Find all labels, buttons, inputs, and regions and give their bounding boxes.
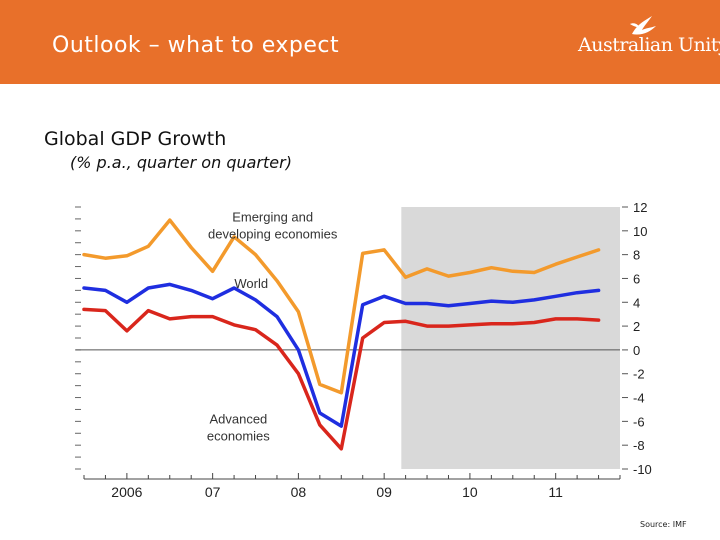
y-tick-label: -2 (633, 367, 645, 382)
chart-subtitle: Global GDP Growth (44, 128, 227, 150)
annotation-world: World (234, 276, 268, 291)
y-tick-label: 2 (633, 319, 640, 334)
source-note: Source: IMF (640, 520, 687, 529)
x-tick-label: 07 (205, 484, 221, 500)
header-bar: Outlook – what to expect Australian Unit… (0, 0, 720, 84)
annotation-text: World (234, 276, 268, 291)
slide-title: Outlook – what to expect (52, 33, 340, 58)
x-tick-label: 11 (548, 484, 563, 500)
y-tick-label: 12 (633, 200, 647, 215)
y-tick-label: -10 (633, 462, 652, 477)
series-line-advanced-economies (82, 307, 601, 451)
forecast-shaded-region (401, 207, 620, 469)
x-tick-label: 2006 (111, 484, 142, 500)
brand-name: Australian Unity (578, 34, 720, 56)
chart-annotations: Emerging and developing economies World Adv… (207, 209, 338, 443)
chart-units-note: (% p.a., quarter on quarter) (70, 153, 292, 172)
y-tick-label: 8 (633, 248, 640, 263)
chart-series (82, 218, 601, 451)
y-tick-label: -6 (633, 414, 645, 429)
x-tick-label: 08 (291, 484, 307, 500)
chart-axes: 12 10 8 6 4 2 0 -2 -4 -6 -8 -10 2006 07 08 09 10 11 (75, 200, 652, 500)
annotation-text: developing economies (208, 226, 338, 241)
series-line-world (82, 282, 601, 428)
series-line-emerging-and-developing-economies (82, 218, 601, 395)
x-tick-label: 09 (376, 484, 392, 500)
annotation-text: Emerging and (232, 209, 313, 224)
annotation-advanced-economies: Advanced economies (207, 412, 270, 444)
forecast-shade (401, 207, 620, 469)
y-tick-label: 10 (633, 224, 647, 239)
gdp-growth-chart: 12 10 8 6 4 2 0 -2 -4 -6 -8 -10 2006 07 08 09 10 11 Emerg… (75, 200, 652, 500)
annotation-emerging-and-developing-economies: Emerging and developing economies (208, 209, 338, 241)
y-tick-label: -8 (633, 438, 645, 453)
bird-logo-icon (630, 16, 656, 35)
annotation-text: economies (207, 429, 270, 444)
y-tick-label: 6 (633, 271, 640, 286)
x-tick-label: 10 (462, 484, 478, 500)
y-tick-label: 0 (633, 343, 640, 358)
y-tick-label: 4 (633, 295, 640, 310)
annotation-text: Advanced (209, 412, 267, 427)
y-tick-label: -4 (633, 391, 645, 406)
